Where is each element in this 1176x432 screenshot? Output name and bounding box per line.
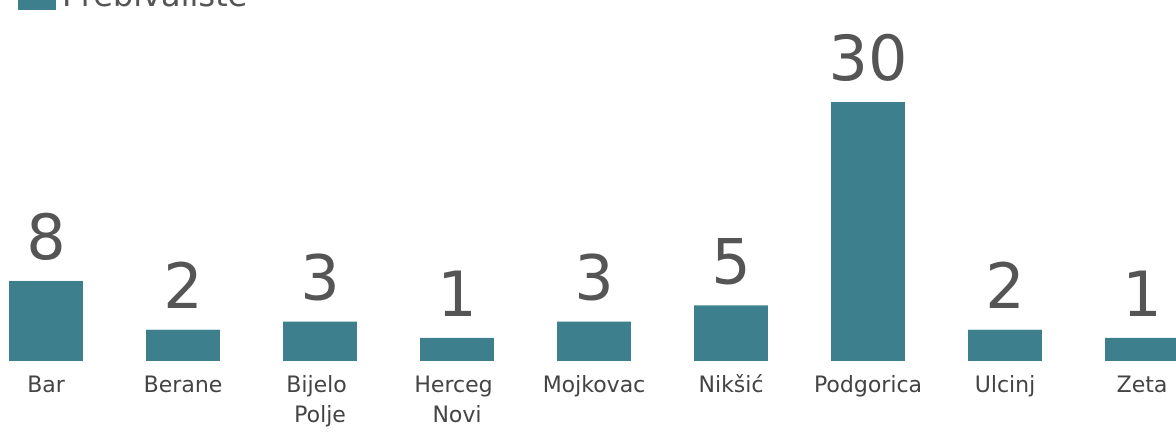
x-tick-label: Herceg Novi <box>414 373 499 428</box>
bar <box>694 305 768 361</box>
bar <box>420 337 494 361</box>
x-tick-label: Bijelo Polje <box>286 373 353 428</box>
x-tick-label: Ulcinj <box>975 373 1035 398</box>
legend-swatch <box>18 0 56 10</box>
bar <box>968 329 1042 361</box>
bar <box>283 321 357 361</box>
value-label: 3 <box>300 242 339 315</box>
legend-label: Prebivalište <box>62 0 247 14</box>
value-label: 2 <box>163 250 202 323</box>
value-label: 5 <box>711 225 750 298</box>
value-label: 2 <box>985 250 1024 323</box>
x-tick-label: Mojkovac <box>543 373 646 398</box>
x-tick-label: Bar <box>27 373 66 398</box>
bar <box>146 329 220 361</box>
x-tick-label: Nikšić <box>699 373 764 398</box>
value-label: 1 <box>1122 258 1161 331</box>
value-label: 30 <box>829 22 908 95</box>
bar <box>9 280 83 361</box>
x-tick-label: Podgorica <box>814 373 922 398</box>
x-tick-label: Zeta <box>1117 373 1168 398</box>
x-tick-label: Berane <box>144 373 223 398</box>
bar <box>557 321 631 361</box>
value-label: 8 <box>26 201 65 274</box>
value-label: 3 <box>574 242 613 315</box>
bar <box>1105 337 1176 361</box>
bar <box>831 102 905 361</box>
value-label: 1 <box>437 258 476 331</box>
